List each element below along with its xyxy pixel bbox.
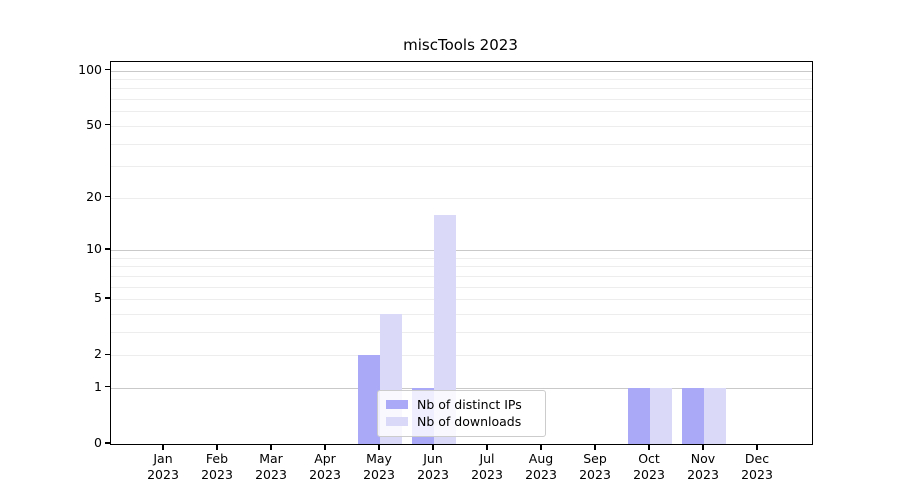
x-tick-label-month: Aug: [528, 451, 554, 466]
y-tick-mark: [105, 124, 110, 126]
x-tick-mark: [594, 444, 596, 450]
x-tick-mark: [702, 444, 704, 450]
x-tick-mark: [270, 444, 272, 450]
legend-label: Nb of downloads: [417, 414, 522, 429]
y-tick-label: 10: [86, 241, 102, 256]
gridline-minor: [111, 299, 812, 300]
gridline-minor: [111, 111, 812, 113]
x-tick-label: May 2023: [349, 451, 409, 483]
x-tick-label-month: May: [366, 451, 392, 466]
x-tick-mark: [648, 444, 650, 450]
gridline-minor: [111, 257, 812, 259]
gridline-major: [111, 70, 812, 72]
x-tick-label-month: Jul: [479, 451, 495, 466]
x-tick-label: Jul 2023: [457, 451, 517, 483]
x-tick-label: Feb 2023: [187, 451, 247, 483]
x-tick-label: Apr 2023: [295, 451, 355, 483]
x-tick-label-month: Dec: [744, 451, 770, 466]
y-tick-label: 1: [94, 378, 102, 394]
gridline-minor: [111, 331, 812, 333]
x-tick-label-year: 2023: [417, 467, 449, 482]
x-tick-label-year: 2023: [255, 467, 287, 482]
x-tick-label-month: Mar: [259, 451, 283, 466]
x-tick-label-year: 2023: [525, 467, 557, 482]
y-tick-mark: [105, 196, 110, 198]
legend-swatch-nb-of-downloads: [386, 417, 408, 426]
y-tick-label: 20: [86, 188, 102, 204]
x-tick-label-year: 2023: [741, 467, 773, 482]
y-tick-mark: [105, 297, 110, 299]
gridline-minor: [111, 166, 812, 168]
bar-nb-of-downloads-nov: [704, 387, 726, 444]
gridline-minor: [111, 88, 812, 90]
x-tick-mark: [162, 444, 164, 450]
x-tick-label-month: Apr: [314, 451, 336, 466]
x-tick-label-year: 2023: [471, 467, 503, 482]
legend-entry: Nb of downloads: [378, 413, 545, 430]
legend-swatch-nb-of-distinct-ips: [386, 400, 408, 409]
x-tick-label-year: 2023: [363, 467, 395, 482]
x-tick-mark: [378, 444, 380, 450]
gridline-minor: [111, 313, 812, 315]
x-tick-label: Jun 2023: [403, 451, 463, 483]
x-tick-mark: [216, 444, 218, 450]
x-tick-label: Oct 2023: [619, 451, 679, 483]
y-tick-mark: [105, 353, 110, 355]
x-tick-label: Mar 2023: [241, 451, 301, 483]
gridline-minor: [111, 266, 812, 268]
x-tick-label: Aug 2023: [511, 451, 571, 483]
legend-entry: Nb of distinct IPs: [378, 396, 545, 413]
x-tick-label-year: 2023: [201, 467, 233, 482]
gridline-minor: [111, 197, 812, 199]
gridline-minor: [111, 125, 812, 127]
bar-nb-of-distinct-ips-may: [358, 355, 380, 444]
gridline-minor: [111, 355, 812, 357]
chart-title: miscTools 2023: [403, 36, 518, 54]
gridline-major: [111, 387, 812, 389]
x-tick-label-year: 2023: [633, 467, 665, 482]
bar-nb-of-distinct-ips-nov: [682, 387, 704, 444]
x-tick-label-month: Jun: [423, 451, 443, 466]
x-tick-label-month: Sep: [583, 451, 607, 466]
y-tick-mark: [105, 248, 110, 250]
plot-area: [110, 61, 813, 445]
x-tick-label: Sep 2023: [565, 451, 625, 483]
legend-label: Nb of distinct IPs: [417, 397, 522, 412]
y-tick-label: 0: [94, 435, 102, 450]
x-tick-mark: [486, 444, 488, 450]
gridline-minor: [111, 286, 812, 288]
x-tick-label-month: Oct: [638, 451, 660, 466]
y-tick-mark: [105, 442, 110, 444]
bar-nb-of-distinct-ips-oct: [628, 387, 650, 444]
gridline-minor: [111, 143, 812, 145]
x-tick-label: Jan 2023: [133, 451, 193, 483]
y-tick-label: 50: [86, 116, 102, 132]
x-tick-label-month: Jan: [153, 451, 173, 466]
x-tick-mark: [324, 444, 326, 450]
gridline-minor: [111, 275, 812, 277]
y-tick-label: 5: [94, 290, 102, 305]
bar-nb-of-downloads-oct: [650, 387, 672, 444]
x-tick-label-year: 2023: [579, 467, 611, 482]
x-tick-label: Dec 2023: [727, 451, 787, 483]
gridline-minor: [111, 79, 812, 80]
x-tick-mark: [540, 444, 542, 450]
x-tick-mark: [756, 444, 758, 450]
x-tick-label-year: 2023: [687, 467, 719, 482]
gridline-minor: [111, 99, 812, 101]
y-tick-label: 100: [78, 61, 102, 77]
x-tick-label-month: Feb: [205, 451, 229, 466]
x-tick-label: Nov 2023: [673, 451, 733, 483]
x-tick-label-year: 2023: [147, 467, 179, 482]
gridline-major: [111, 250, 812, 251]
legend: Nb of distinct IPs Nb of downloads: [377, 390, 546, 437]
y-tick-mark: [105, 69, 110, 71]
x-tick-label-month: Nov: [690, 451, 716, 466]
bar-nb-of-downloads-jun: [434, 214, 456, 444]
x-tick-label-year: 2023: [309, 467, 341, 482]
y-tick-mark: [105, 386, 110, 388]
y-tick-label: 2: [94, 346, 102, 362]
x-tick-mark: [432, 444, 434, 450]
